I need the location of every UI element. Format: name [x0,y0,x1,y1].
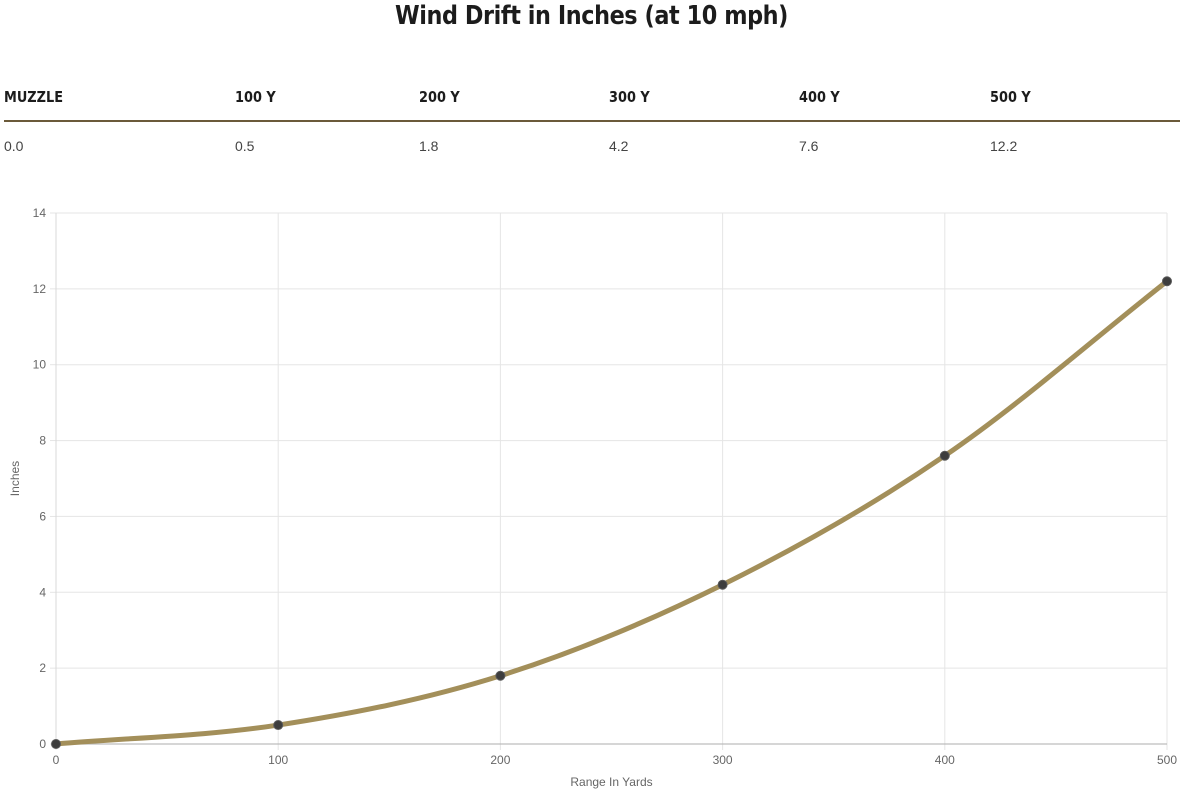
table-header-row: MUZZLE 100 Y 200 Y 300 Y 400 Y 500 Y [4,86,1180,122]
y-tick-label: 10 [33,358,47,372]
x-tick-label: 100 [268,753,288,767]
value-100-y: 0.5 [235,138,255,154]
value-500-y: 12.2 [990,138,1018,154]
chart-series [51,276,1172,749]
chart-grid [50,212,1168,750]
header-300-y: 300 Y [609,88,650,106]
wind-drift-chart: 0 2 4 6 8 10 12 14 0 100 200 300 400 500 Range In Yar… [8,206,1178,789]
header-400-y: 400 Y [799,88,840,106]
header-100-y: 100 Y [235,88,276,106]
header-500-y: 500 Y [990,88,1031,106]
series-line [53,278,1170,747]
page-title: Wind Drift in Inches (at 10 mph) [395,1,788,31]
chart-tick-labels: 0 2 4 6 8 10 12 14 0 100 200 300 400 500 [33,206,1178,767]
x-tick-label: 0 [53,753,60,767]
data-point [939,450,950,461]
x-tick-label: 400 [935,753,955,767]
y-axis-title: Inches [8,461,22,496]
chart-axes [55,213,1167,745]
x-axis-title: Range In Yards [570,775,652,789]
data-point [495,670,506,681]
wind-drift-table: MUZZLE 100 Y 200 Y 300 Y 400 Y 500 Y 0.0… [4,86,1180,162]
value-300-y: 4.2 [609,138,629,154]
y-tick-label: 8 [39,434,46,448]
x-tick-label: 500 [1157,753,1177,767]
header-200-y: 200 Y [419,88,460,106]
y-tick-label: 0 [39,737,46,751]
value-400-y: 7.6 [799,138,819,154]
value-muzzle: 0.0 [4,138,24,154]
table-row: 0.0 0.5 1.8 4.2 7.6 12.2 [4,122,1180,162]
y-tick-label: 2 [39,661,46,675]
x-tick-label: 300 [713,753,733,767]
data-point [51,739,61,749]
value-200-y: 1.8 [419,138,439,154]
y-tick-label: 14 [33,206,47,220]
y-tick-label: 4 [39,585,46,599]
data-point [1162,276,1172,287]
data-point [717,579,728,590]
data-point [273,720,284,731]
x-tick-label: 200 [490,753,510,767]
header-muzzle: MUZZLE [4,88,64,106]
y-tick-label: 12 [33,282,47,296]
y-tick-label: 6 [39,509,46,523]
